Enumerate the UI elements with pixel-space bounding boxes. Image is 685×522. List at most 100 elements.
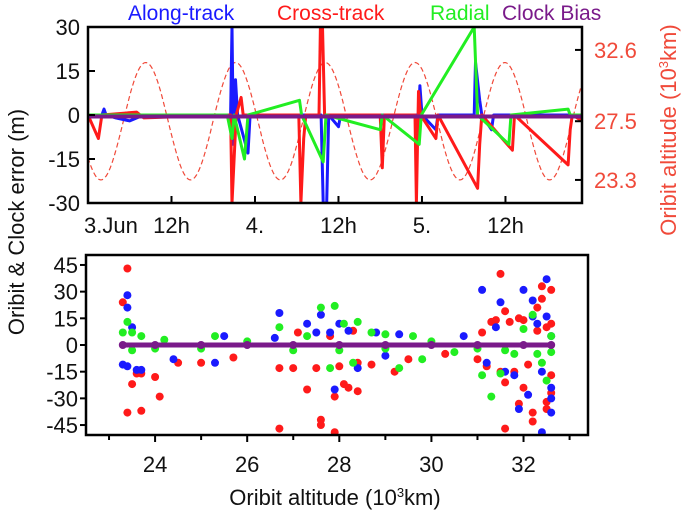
point-radial (316, 303, 325, 312)
y-tick-label: 15 (54, 306, 78, 331)
point-radial (547, 348, 556, 357)
y-tick-label: 45 (54, 253, 78, 278)
point-along (514, 405, 523, 413)
top-plot: 30 15 0 -15 -303.Jun 12h 4. 12h 5. 12h 32.6 27.5 23.… (48, 15, 637, 238)
point-cross (533, 303, 542, 312)
right-tick-label: 23.3 (594, 168, 637, 193)
point-radial (137, 332, 146, 341)
point-cross (312, 364, 321, 373)
point-clock (197, 341, 206, 349)
point-radial (528, 310, 537, 319)
legend-along-track: Along-track (128, 2, 235, 25)
point-clock (335, 341, 344, 349)
point-radial (395, 364, 404, 373)
point-cross (293, 328, 302, 337)
point-along (542, 312, 551, 321)
x-tick-label: 4. (246, 213, 264, 238)
series-radial-line (88, 27, 582, 164)
point-cross (501, 307, 510, 316)
point-cross (547, 371, 556, 380)
bottom-x-axis-title: Oribit altitude (103km) (229, 485, 440, 510)
point-cross (501, 424, 510, 433)
y-tick-label: 0 (66, 333, 78, 358)
legend-clock-bias: Clock Bias (502, 2, 601, 25)
point-radial (349, 358, 358, 367)
point-clock (519, 341, 528, 349)
point-along (519, 285, 528, 294)
point-along (491, 323, 500, 332)
point-along (533, 319, 542, 328)
legend-radial: Radial (430, 2, 490, 25)
point-along (123, 291, 132, 300)
bottom-plot-area (118, 264, 556, 435)
point-along (510, 371, 519, 380)
point-cross (330, 392, 339, 401)
point-radial (303, 332, 312, 341)
y-tick-label: -15 (48, 147, 80, 172)
point-radial (123, 317, 132, 326)
point-along (459, 332, 468, 341)
point-along (547, 408, 556, 417)
point-along (326, 328, 335, 337)
legend: Along-track Cross-track Radial Clock Bia… (128, 2, 601, 25)
point-radial (501, 346, 510, 355)
point-along (547, 394, 556, 403)
point-radial (547, 332, 556, 341)
point-radial (537, 358, 546, 367)
point-cross (197, 358, 206, 367)
point-cross (229, 353, 238, 362)
point-radial (542, 376, 551, 385)
point-radial (367, 328, 376, 337)
point-along (478, 285, 487, 294)
point-radial (128, 328, 137, 337)
point-cross (496, 269, 505, 278)
point-cross (151, 373, 160, 381)
point-cross (137, 406, 146, 415)
point-cross (367, 360, 376, 369)
point-cross (128, 380, 137, 389)
point-cross (118, 298, 127, 307)
point-clock (289, 341, 298, 349)
y-tick-label: -30 (48, 191, 80, 216)
y-tick-label: 15 (56, 59, 80, 84)
x-tick-label: 3.Jun (84, 213, 138, 238)
point-along (275, 309, 284, 317)
point-along (547, 383, 556, 392)
point-radial (533, 349, 542, 358)
legend-cross-track: Cross-track (277, 2, 385, 25)
right-tick-label: 32.6 (594, 38, 637, 63)
point-cross (542, 323, 551, 332)
altitude-curve (88, 61, 582, 181)
point-radial (128, 346, 137, 355)
point-cross (316, 421, 325, 429)
point-along (123, 362, 132, 371)
point-along (211, 358, 219, 367)
point-along (137, 365, 146, 374)
point-along (528, 296, 537, 305)
right-tick-label: 27.5 (594, 109, 637, 134)
x-tick-label: 24 (143, 452, 167, 477)
y-tick-label: -15 (46, 360, 78, 385)
point-cross (514, 314, 523, 323)
point-cross (547, 285, 556, 294)
point-along (381, 351, 390, 360)
point-clock (118, 341, 127, 349)
point-along (303, 319, 312, 328)
x-tick-label: 30 (419, 452, 443, 477)
point-radial (339, 319, 348, 328)
bottom-plot-frame (84, 253, 590, 437)
point-cross (123, 264, 132, 273)
point-cross (505, 317, 514, 326)
y-tick-label: -30 (46, 386, 78, 411)
y-tick-label: 0 (68, 103, 80, 128)
point-along (344, 326, 353, 335)
point-cross (533, 326, 542, 335)
point-along (537, 367, 546, 376)
point-cross (344, 383, 353, 392)
point-along (169, 355, 178, 364)
point-radial (409, 332, 417, 341)
point-along (542, 275, 551, 284)
x-tick-label: 12h (487, 213, 524, 238)
